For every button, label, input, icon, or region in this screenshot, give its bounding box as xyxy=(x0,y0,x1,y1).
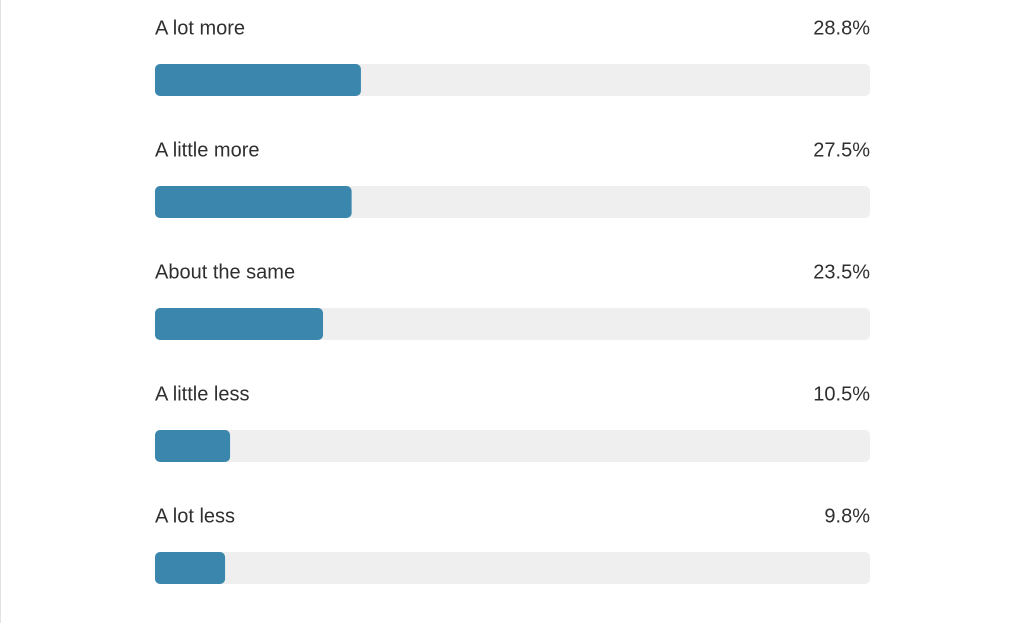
bar xyxy=(155,186,352,218)
bar xyxy=(155,552,226,584)
category-label: About the same xyxy=(155,261,295,283)
category-label: A lot less xyxy=(155,505,235,527)
category-label: A lot more xyxy=(155,17,245,39)
bar xyxy=(155,64,361,96)
value-label: 23.5% xyxy=(813,261,870,283)
value-label: 28.8% xyxy=(813,17,870,39)
value-label: 9.8% xyxy=(824,505,870,527)
bar xyxy=(155,308,324,340)
value-label: 10.5% xyxy=(813,383,870,405)
value-label: 27.5% xyxy=(813,139,870,161)
category-label: A little more xyxy=(155,139,259,161)
track xyxy=(155,308,870,340)
track xyxy=(155,430,870,462)
bar xyxy=(155,430,231,462)
category-label: A little less xyxy=(155,383,249,405)
track xyxy=(155,552,870,584)
